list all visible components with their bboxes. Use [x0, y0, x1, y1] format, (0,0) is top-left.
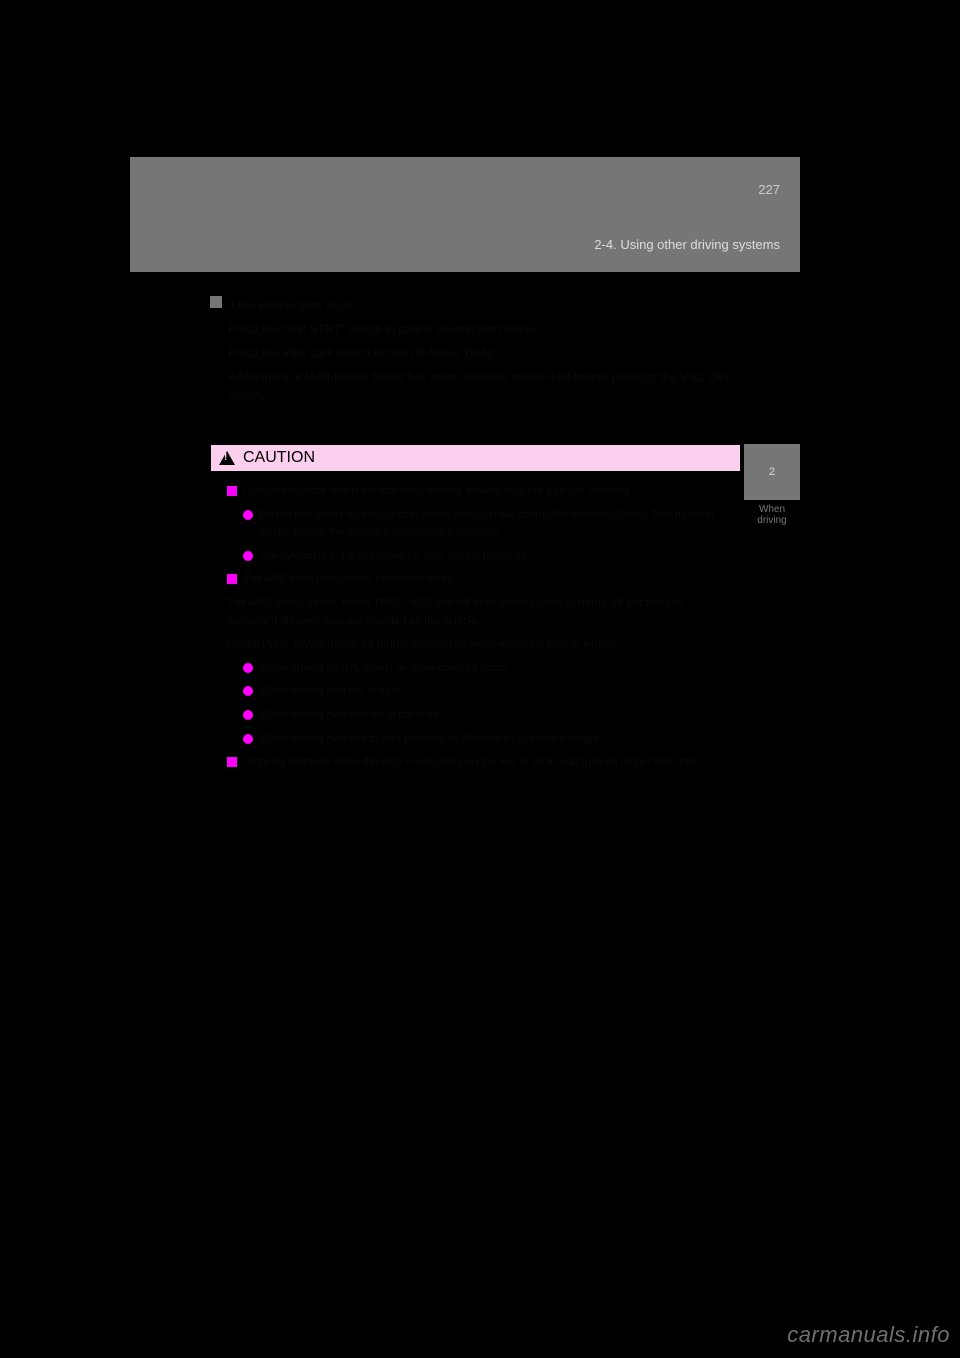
dot-magenta-icon: [243, 663, 253, 673]
intro-block: If the vehicle gets stuck Press the "2nd…: [210, 296, 740, 404]
intro-para-2: Press the VSC OFF switch to turn off Act…: [228, 344, 740, 362]
caution-item-text: Stopping distance when the ABS is operat…: [243, 754, 707, 772]
caution-item: Conditions under which the rear view mon…: [227, 483, 724, 501]
caution-item: The ABS, brake assist, Active TRAC, VSC …: [227, 595, 724, 630]
intro-para-1: Press the "2nd STRT" switch to cancel se…: [228, 320, 740, 338]
warning-triangle-icon: [219, 451, 235, 465]
caution-body: Conditions under which the rear view mon…: [211, 471, 740, 798]
intro-para-3: Additionally, if Multi-terrain Select ha…: [228, 368, 740, 404]
dot-magenta-icon: [243, 686, 253, 696]
caution-item: When driving on dirt, gravel or snow-cov…: [243, 660, 724, 678]
dot-magenta-icon: [243, 710, 253, 720]
square-magenta-icon: [227, 574, 237, 584]
caution-item: The ABS does not operate effectively whe…: [227, 571, 724, 589]
caution-item-text: When driving on dirt, gravel or snow-cov…: [259, 660, 508, 678]
chapter-tab-label: When driving: [744, 504, 800, 526]
dot-magenta-icon: [243, 734, 253, 744]
square-magenta-icon: [227, 486, 237, 496]
caution-header: CAUTION: [211, 445, 740, 471]
chapter-tab: 2: [744, 444, 800, 500]
caution-item-text: The ABS, brake assist, Active TRAC, VSC …: [227, 595, 724, 630]
section-title: 2-4. Using other driving systems: [594, 237, 780, 252]
caution-item-text: When driving over bumps in the road: [259, 707, 439, 725]
caution-label: CAUTION: [243, 449, 315, 467]
caution-item: Contact your Toyota dealer for further i…: [227, 636, 724, 654]
watermark-text: carmanuals.info: [787, 1322, 950, 1348]
caution-item: When driving with tire chains: [243, 683, 724, 701]
caution-item: When driving over bumps in the road: [243, 707, 724, 725]
caution-box: CAUTION Conditions under which the rear …: [210, 444, 741, 799]
caution-item: When driving over roads with potholes or…: [243, 731, 724, 749]
square-magenta-icon: [227, 757, 237, 767]
page-number: 227: [758, 182, 780, 197]
caution-item-text: When driving over roads with potholes or…: [259, 731, 599, 749]
caution-item: The system is not a substitute for safe …: [243, 548, 724, 566]
caution-item: Do not rely solely on the hill-start ass…: [243, 507, 724, 542]
page-header-panel: 227 2-4. Using other driving systems: [130, 157, 800, 272]
chapter-tab-number: 2: [769, 466, 775, 478]
caution-item-text: When driving with tire chains: [259, 683, 399, 701]
caution-item: Stopping distance when the ABS is operat…: [227, 754, 724, 772]
caution-item-text: Do not rely solely on the hill-start ass…: [259, 507, 724, 542]
dot-magenta-icon: [243, 551, 253, 561]
intro-heading: If the vehicle gets stuck: [228, 296, 353, 314]
caution-item-text: Contact your Toyota dealer for further i…: [227, 636, 621, 654]
square-bullet-icon: [210, 296, 222, 308]
caution-item-text: Conditions under which the rear view mon…: [243, 483, 629, 501]
caution-item-text: The system is not a substitute for safe …: [259, 548, 530, 566]
dot-magenta-icon: [243, 510, 253, 520]
caution-item-text: The ABS does not operate effectively whe…: [243, 571, 453, 589]
